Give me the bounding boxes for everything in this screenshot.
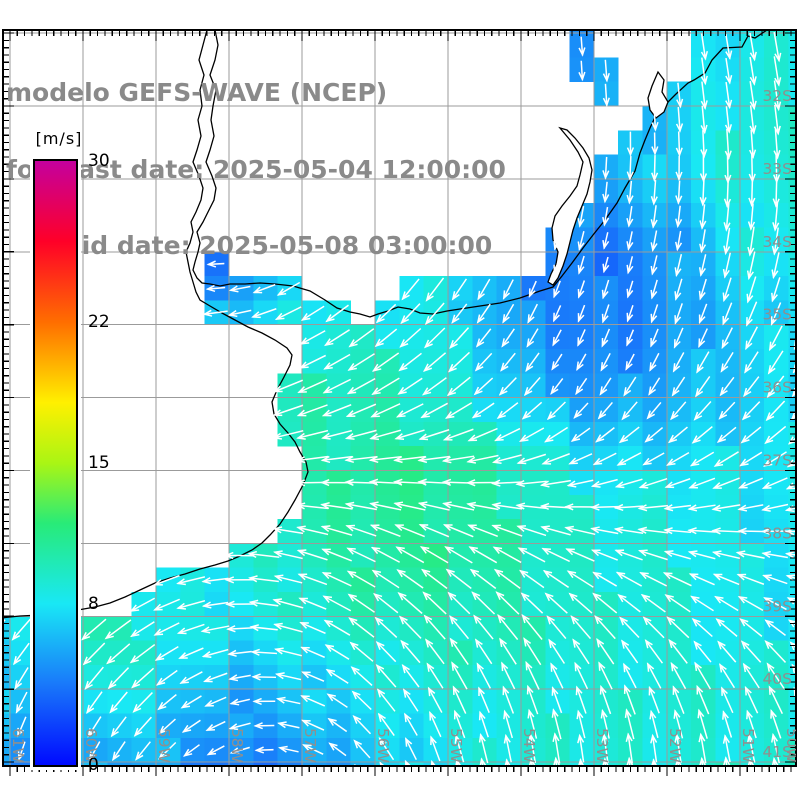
- lon-label-59W: 59W: [155, 728, 173, 763]
- plot-title-block: modelo GEFS-WAVE (NCEP) forecast date: 2…: [6, 29, 506, 310]
- lon-label-56W: 56W: [374, 728, 392, 763]
- colorbar-tick-0: 0: [88, 755, 99, 775]
- lat-label-38S: 38S: [762, 524, 792, 542]
- lon-label-50W: 50W: [783, 728, 800, 763]
- model-title: modelo GEFS-WAVE (NCEP): [6, 78, 388, 107]
- lon-label-58W: 58W: [228, 728, 246, 763]
- lon-label-52W: 52W: [666, 728, 684, 763]
- lon-label-57W: 57W: [301, 728, 319, 763]
- lon-label-54W: 54W: [520, 728, 538, 763]
- colorbar-tick-22: 22: [88, 312, 110, 333]
- lagoon-outline: [647, 70, 669, 119]
- axis-tick-marks: [3, 30, 796, 776]
- lat-label-33S: 33S: [762, 160, 792, 178]
- lat-label-32S: 32S: [762, 87, 792, 105]
- lat-label-40S: 40S: [762, 670, 792, 688]
- lon-label-51W: 51W: [739, 728, 757, 763]
- colorbar-gradient: [35, 161, 76, 765]
- lat-label-35S: 35S: [762, 306, 792, 324]
- coastline: [3, 30, 769, 619]
- lat-label-34S: 34S: [762, 233, 792, 251]
- colorbar-tick-8: 8: [88, 593, 99, 614]
- lat-label-41S: 41S: [762, 743, 792, 761]
- colorbar-unit-label: [m/s]: [35, 129, 83, 148]
- lon-label-61W: 61W: [9, 728, 27, 763]
- lon-label-53W: 53W: [593, 728, 611, 763]
- lat-label-37S: 37S: [762, 452, 792, 470]
- colorbar-tick-30: 30: [88, 151, 110, 171]
- lon-label-55W: 55W: [447, 728, 465, 763]
- lat-lon-grid: [3, 30, 796, 766]
- lagoon-outline: [547, 126, 593, 286]
- colorbar-tick-15: 15: [88, 453, 110, 473]
- valid-date: valid date: 2025-05-08 03:00:00: [40, 231, 493, 260]
- colorbar: [30, 156, 81, 770]
- colorbar-frame: [33, 159, 78, 767]
- lat-label-39S: 39S: [762, 597, 792, 615]
- lat-label-36S: 36S: [762, 379, 792, 397]
- lon-label-60W: 60W: [82, 728, 100, 763]
- axis-labels: 32S 33S 34S 35S 36S 37S 38S 39S 40S 41S 61W 60W 59W 5…: [9, 87, 800, 763]
- coastline-riodelaplata: [3, 30, 309, 619]
